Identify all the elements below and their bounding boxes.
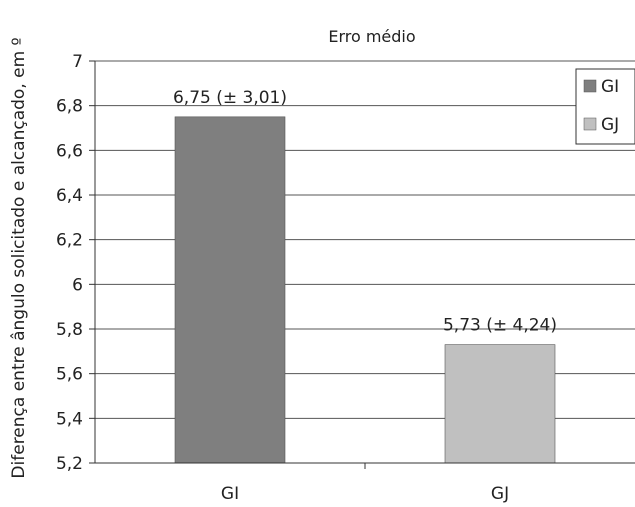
y-tick-label: 5,2 [56,454,83,474]
x-tick-label: GJ [491,484,509,504]
y-tick-label: 5,8 [56,320,83,340]
y-tick-label: 6,8 [56,97,83,117]
y-tick-label: 6,2 [56,231,83,251]
axes [89,60,635,469]
bar-gi [174,116,286,464]
legend-label-gi: GI [601,77,619,97]
x-tick-label: GI [221,484,239,504]
labels: 5,2 5,4 5,6 5,8 6 6,2 6,4 6,6 6,8 7 6,75 (± 3,01) G… [56,52,557,504]
legend-swatch-gi [583,79,597,93]
legend-label-gj: GJ [601,115,619,135]
y-tick-label: 5,6 [56,365,83,385]
y-tick-label: 5,4 [56,409,83,429]
bar-gj [444,344,556,464]
chart-title: Erro médio [328,27,415,46]
bars [174,116,556,464]
legend-swatch-gj [583,117,597,131]
legend: GI GJ [575,68,635,145]
data-label: 6,75 (± 3,01) [173,88,287,108]
y-tick-label: 6,4 [56,186,83,206]
y-axis-label: Diferença entre ângulo solicitado e alca… [9,37,29,478]
y-tick-label: 7 [72,52,83,72]
data-label: 5,73 (± 4,24) [443,316,557,336]
y-tick-label: 6 [72,275,83,295]
y-tick-label: 6,6 [56,141,83,161]
